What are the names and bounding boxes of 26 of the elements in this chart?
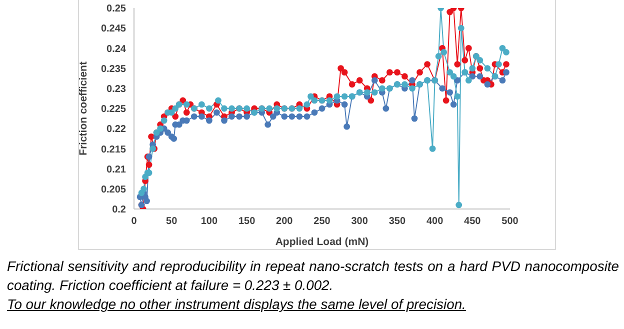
x-tick-label: 500 — [502, 216, 519, 228]
text: To our knowledge no other instrument displays the same level of precision. — [7, 295, 467, 314]
y-tick-label: 0.205 — [100, 184, 126, 196]
y-tick-label: 0.24 — [106, 44, 126, 55]
x-tick-label: 50 — [166, 216, 178, 228]
x-tick-label: 450 — [464, 216, 482, 228]
x-tick-label: 150 — [238, 216, 256, 228]
y-tick-label: 0.21 — [106, 164, 126, 176]
y-tick-label: 0.2 — [112, 204, 126, 216]
y-tick-label: 0.235 — [100, 64, 126, 75]
x-tick-label: 250 — [314, 216, 331, 228]
text: Frictional sensitivity and reproducibility in repeat nano-scratch tests on a hard PVD nanocomposite coating. Friction coefficient at failure = 0.223 ± 0.002. — [7, 257, 619, 295]
y-axis-title: Friction coefficient — [78, 61, 90, 156]
y-tick-label: 0.245 — [100, 24, 126, 35]
y-tick-label: 0.225 — [100, 104, 126, 116]
x-tick-label: 300 — [351, 216, 368, 228]
y-tick-label: 0.23 — [106, 84, 126, 95]
x-tick-label: 0 — [131, 216, 138, 228]
y-tick-label: 0.22 — [106, 124, 126, 136]
x-tick-label: 200 — [276, 216, 294, 228]
x-tick-label: 400 — [426, 216, 444, 228]
x-tick-label: 350 — [388, 216, 406, 228]
x-tick-label: 100 — [200, 216, 218, 228]
y-tick-label: 0.215 — [100, 144, 126, 156]
x-axis-title: Applied Load (mN) — [275, 236, 369, 248]
y-tick-label: 0.25 — [106, 4, 126, 15]
